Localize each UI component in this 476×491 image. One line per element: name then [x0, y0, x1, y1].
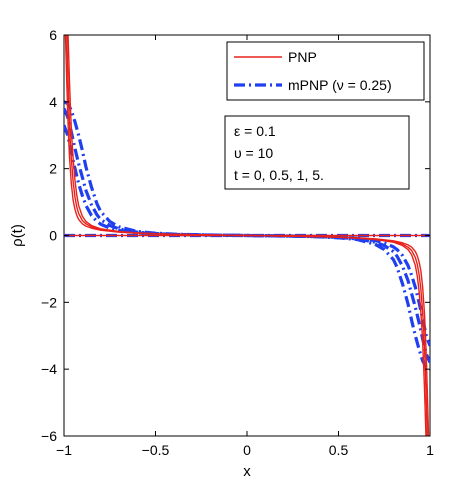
- legend-box: [226, 41, 425, 101]
- annotation-epsilon: ε = 0.1: [234, 123, 276, 139]
- axis-ticks: −1 −0.5 0 0.5 1 −6 −4 −2 0 2 4 6: [41, 27, 434, 458]
- y-tick-label: −2: [41, 294, 57, 310]
- annotation-upsilon: υ = 10: [234, 145, 273, 161]
- y-tick-label: −4: [41, 361, 57, 377]
- annotation-times: t = 0, 0.5, 1, 5.: [234, 167, 324, 183]
- legend-label-mpnp: mPNP (ν = 0.25): [288, 77, 392, 93]
- y-tick-label: 0: [49, 228, 57, 244]
- series-line-pnp-t5: [67, 35, 427, 436]
- x-tick-label: −1: [56, 442, 72, 458]
- annotation-box: [224, 115, 410, 190]
- y-tick-label: 6: [49, 27, 57, 43]
- series-layer: [64, 35, 430, 436]
- legend-label-pnp: PNP: [288, 49, 317, 65]
- x-tick-label: 0: [243, 442, 251, 458]
- series-line-mpnp-t5: [64, 100, 430, 371]
- legend: PNP mPNP (ν = 0.25): [226, 41, 425, 101]
- x-tick-label: 0.5: [329, 442, 349, 458]
- x-tick-label: −0.5: [142, 442, 170, 458]
- parameter-annotation: ε = 0.1 υ = 10 t = 0, 0.5, 1, 5.: [224, 115, 410, 190]
- series-line-mpnp-t1: [64, 107, 430, 364]
- y-tick-label: −6: [41, 428, 57, 444]
- y-axis-label: ρ(t): [9, 224, 26, 247]
- y-tick-label: 2: [49, 161, 57, 177]
- y-tick-label: 4: [49, 94, 57, 110]
- x-axis-label: x: [243, 463, 251, 480]
- x-tick-label: 1: [426, 442, 434, 458]
